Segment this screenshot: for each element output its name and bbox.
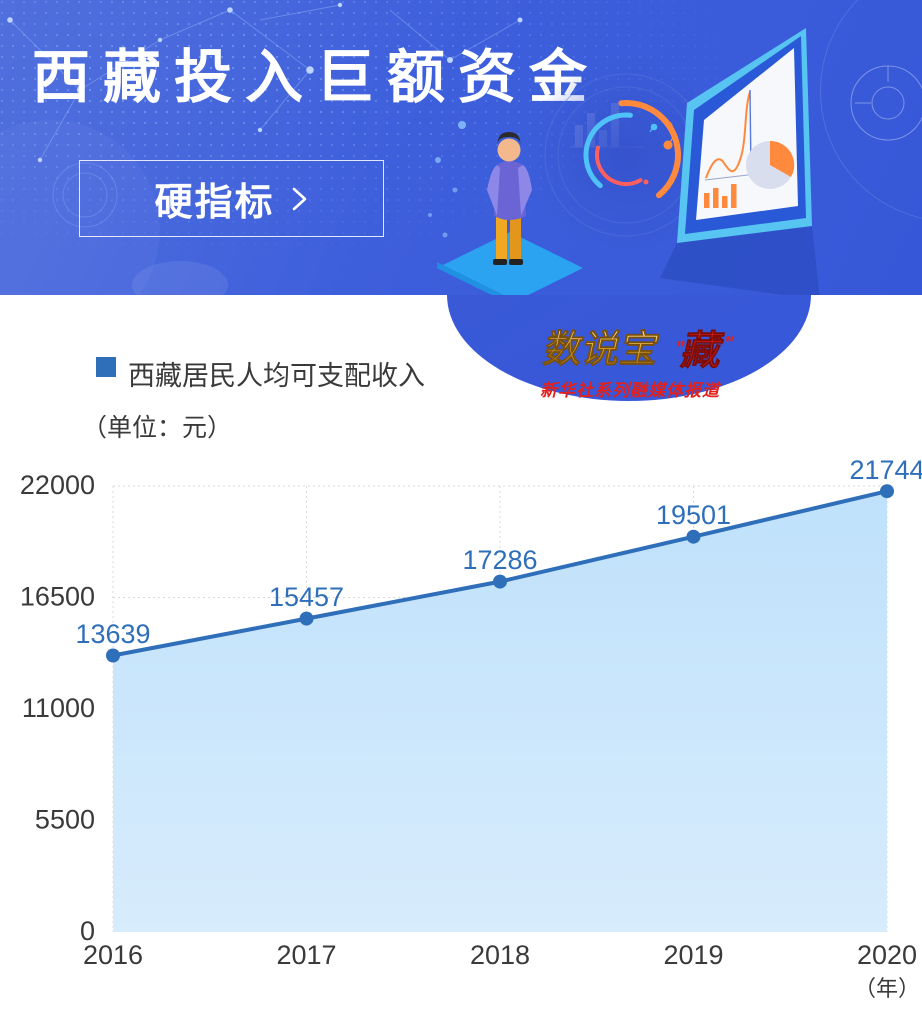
- svg-text:19501: 19501: [656, 500, 731, 530]
- svg-text:藏: 藏: [678, 327, 728, 372]
- svg-text:（年）: （年）: [854, 976, 920, 1001]
- svg-text:17286: 17286: [462, 545, 537, 575]
- svg-text:22000: 22000: [20, 470, 95, 500]
- svg-text:15457: 15457: [269, 582, 344, 612]
- svg-text:2018: 2018: [470, 940, 530, 970]
- svg-text:2019: 2019: [663, 940, 723, 970]
- svg-text:16500: 16500: [20, 582, 95, 612]
- svg-text:13639: 13639: [75, 619, 150, 649]
- svg-text:5500: 5500: [35, 805, 95, 835]
- svg-text:2017: 2017: [276, 940, 336, 970]
- svg-text:2020: 2020: [857, 940, 917, 970]
- svg-text:2016: 2016: [83, 940, 143, 970]
- svg-text:21744: 21744: [849, 460, 922, 485]
- svg-text:数说宝: 数说宝: [540, 328, 663, 371]
- svg-text:11000: 11000: [22, 693, 95, 723]
